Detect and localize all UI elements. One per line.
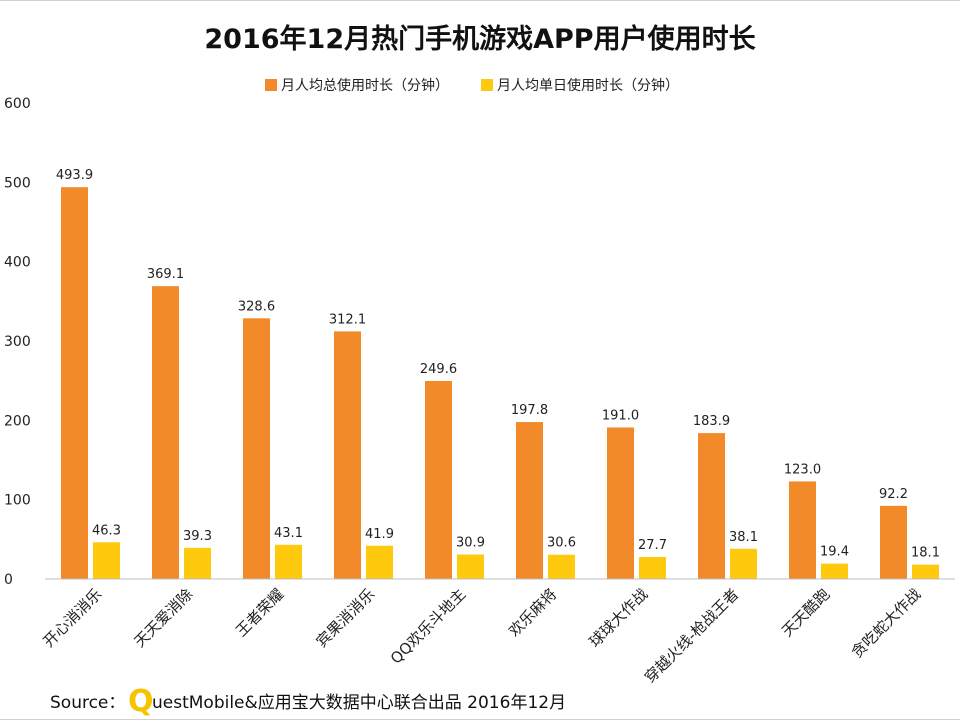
category-label: 天天酷跑: [778, 585, 833, 640]
bar-value-label: 39.3: [183, 529, 212, 544]
category-label: 宾果消消乐: [313, 585, 379, 651]
bar-value-label: 41.9: [365, 527, 394, 542]
category-label: 穿越火线-枪战王者: [641, 585, 742, 686]
bar-value-label: 369.1: [147, 267, 184, 282]
y-tick-label: 100: [4, 493, 31, 509]
bar-value-label: 123.0: [784, 462, 821, 477]
bar-total: [334, 331, 361, 579]
bar-total: [789, 481, 816, 579]
bar-total: [516, 422, 543, 579]
bar-value-label: 197.8: [511, 403, 548, 418]
category-label: 球球大作战: [586, 585, 652, 651]
category-label: 王者荣耀: [232, 585, 287, 640]
bar-total: [61, 187, 88, 579]
bar-value-label: 19.4: [820, 545, 849, 560]
bar-total: [607, 427, 634, 579]
y-axis: 0 100 200 300 400 500 600: [4, 96, 31, 588]
bar-value-label: 249.6: [420, 362, 457, 377]
category-label: QQ欢乐斗地主: [387, 585, 469, 667]
category-label: 开心消消乐: [40, 585, 106, 651]
bar-value-label: 18.1: [911, 546, 940, 561]
source-text: uestMobile&应用宝大数据中心联合出品 2016年12月: [152, 693, 566, 713]
bar-daily: [184, 547, 211, 579]
y-tick-label: 600: [4, 96, 31, 112]
bar-total: [152, 286, 179, 579]
bar-daily: [639, 557, 666, 579]
bar-total: [425, 380, 452, 579]
bar-value-label: 27.7: [638, 538, 667, 553]
bar-total: [880, 505, 907, 579]
category-label: 天天爱消除: [131, 585, 197, 651]
y-tick-label: 200: [4, 413, 31, 429]
category-label: 贪吃蛇大作战: [848, 585, 924, 661]
bar-value-label: 30.6: [547, 536, 576, 551]
bar-daily: [912, 564, 939, 579]
y-tick-label: 0: [4, 572, 13, 588]
bar-value-label: 92.2: [879, 487, 908, 502]
bar-daily: [821, 563, 848, 579]
bar-daily: [275, 544, 302, 579]
legend: 月人均总使用时长（分钟） 月人均单日使用时长（分钟）: [265, 77, 679, 94]
bar-daily: [548, 554, 575, 579]
bar-daily: [93, 542, 120, 579]
legend-swatch: [265, 79, 277, 91]
bars: 493.9 46.3 369.1 39.3 328.6 43.1 312.1 41.9 249.…: [56, 168, 940, 579]
bar-value-label: 328.6: [238, 299, 275, 314]
y-tick-label: 400: [4, 255, 31, 271]
bar-value-label: 30.9: [456, 535, 485, 550]
y-tick-label: 300: [4, 334, 31, 350]
source-line: Source： Q uestMobile&应用宝大数据中心联合出品 2016年1…: [50, 684, 566, 719]
category-label: 欢乐麻将: [505, 585, 560, 640]
bar-value-label: 183.9: [693, 414, 730, 429]
questmobile-logo-letter: Q: [128, 684, 154, 719]
y-tick-label: 500: [4, 175, 31, 191]
top-divider: [0, 0, 960, 1]
bar-value-label: 191.0: [602, 408, 639, 423]
bar-value-label: 46.3: [92, 523, 121, 538]
legend-label: 月人均总使用时长（分钟）: [281, 77, 449, 94]
bar-daily: [457, 554, 484, 579]
bar-daily: [730, 548, 757, 579]
legend-swatch: [481, 79, 493, 91]
bar-total: [243, 318, 270, 579]
chart-title: 2016年12月热门手机游戏APP用户使用时长: [204, 23, 756, 55]
bar-value-label: 493.9: [56, 168, 93, 183]
bar-value-label: 38.1: [729, 530, 758, 545]
bar-value-label: 43.1: [274, 526, 303, 541]
source-prefix: Source：: [50, 693, 125, 713]
bar-total: [698, 433, 725, 579]
legend-label: 月人均单日使用时长（分钟）: [497, 77, 679, 94]
bar-value-label: 312.1: [329, 312, 366, 327]
x-axis: 开心消消乐 天天爱消除 王者荣耀 宾果消消乐 QQ欢乐斗地主 欢乐麻将 球球大作战穿越火线-…: [40, 578, 955, 687]
bar-daily: [366, 545, 393, 579]
